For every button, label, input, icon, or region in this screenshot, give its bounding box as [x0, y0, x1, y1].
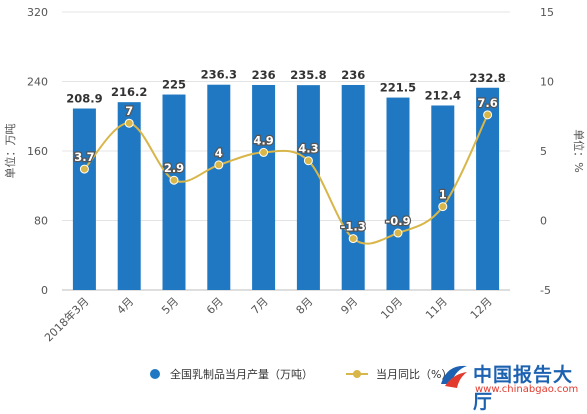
line-point [438, 202, 448, 212]
bar [207, 84, 231, 290]
legend-marker-production [150, 369, 160, 379]
line-point [303, 156, 313, 166]
bar-value-label: 236.3 [201, 68, 237, 82]
y-tick-label: 0 [41, 284, 48, 297]
bar-value-label: 216.2 [111, 85, 147, 99]
legend-item-production: 全国乳制品当月产量（万吨） [150, 364, 313, 384]
line-value-label: 2.9 [164, 161, 184, 175]
x-tick-label: 6月 [204, 295, 226, 317]
bar [341, 84, 365, 290]
bar [252, 84, 276, 290]
legend: 全国乳制品当月产量（万吨） 当月同比（%） [150, 364, 452, 384]
x-tick-label: 5月 [159, 295, 181, 317]
legend-item-yoy: 当月同比（%） [346, 364, 452, 384]
bar [72, 108, 96, 290]
y2-tick-label: 5 [540, 145, 547, 158]
bar [162, 94, 186, 290]
legend-label-production: 全国乳制品当月产量（万吨） [170, 368, 313, 381]
bar-value-label: 225 [162, 78, 186, 92]
line-point [124, 118, 134, 128]
line-point [483, 110, 493, 120]
line-point [214, 160, 224, 170]
x-tick-label: 4月 [114, 295, 136, 317]
y2-axis-title: 单位：% [572, 129, 586, 172]
y-axis-title: 单位：万吨 [3, 124, 17, 179]
line-value-label: 3.7 [74, 150, 94, 164]
bar-value-label: 232.8 [469, 71, 505, 85]
watermark-url: www.chinabgao.com [475, 384, 579, 395]
line-value-label: -0.9 [385, 214, 410, 228]
y2-tick-label: 10 [540, 76, 554, 89]
line-point [79, 164, 89, 174]
y2-tick-label: -5 [540, 284, 551, 297]
y-tick-label: 320 [27, 6, 48, 19]
y-tick-label: 240 [27, 76, 48, 89]
x-tick-label: 2018年3月 [41, 294, 91, 344]
line-value-label: 4.9 [253, 133, 273, 147]
line-value-label: 4 [215, 146, 223, 160]
line-point [259, 147, 269, 157]
legend-label-yoy: 当月同比（%） [376, 368, 453, 381]
y-tick-label: 160 [27, 145, 48, 158]
bar-value-label: 236 [341, 68, 365, 82]
bar-value-label: 236 [252, 68, 276, 82]
x-tick-label: 10月 [378, 295, 405, 322]
watermark-logo-icon [441, 365, 467, 388]
bar [386, 97, 410, 291]
bar-value-label: 212.4 [425, 88, 461, 102]
line-series-path [83, 114, 489, 245]
line-value-label: -1.3 [341, 220, 366, 234]
bar [117, 102, 141, 291]
y2-tick-label: 0 [540, 215, 547, 228]
line-value-label: 7.6 [477, 96, 497, 110]
bar-value-label: 208.9 [66, 92, 102, 106]
y2-tick-label: 15 [540, 6, 554, 19]
x-tick-label: 12月 [468, 295, 495, 322]
legend-marker-yoy [346, 369, 368, 379]
line-value-label: 1 [439, 188, 447, 202]
line-point [348, 234, 358, 244]
line-point [393, 228, 403, 238]
bar-value-label: 221.5 [380, 81, 416, 95]
x-tick-label: 7月 [249, 295, 271, 317]
line-value-label: 4.3 [298, 142, 318, 156]
x-tick-label: 8月 [294, 295, 316, 317]
x-tick-label: 9月 [338, 295, 360, 317]
line-point [169, 175, 179, 185]
y-tick-label: 80 [34, 215, 48, 228]
watermark-logo: 中国报告大厅 www.chinabgao.com [437, 354, 587, 413]
bar [431, 105, 455, 290]
bar-value-label: 235.8 [290, 68, 326, 82]
bar [296, 85, 320, 291]
x-tick-label: 11月 [423, 295, 450, 322]
bar [476, 87, 500, 290]
line-value-label: 7 [125, 104, 133, 118]
